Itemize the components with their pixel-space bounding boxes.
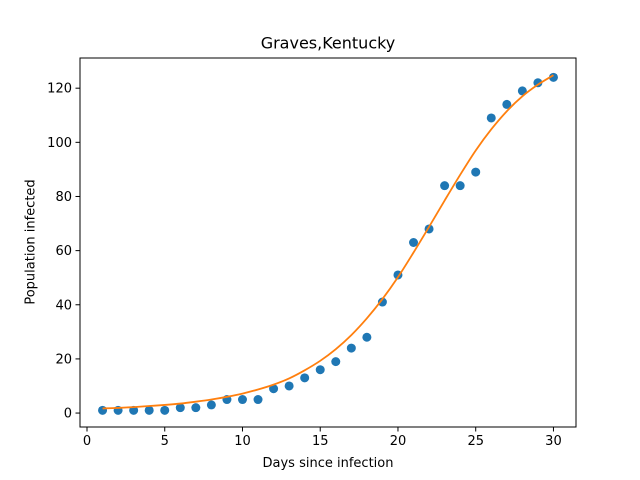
- data-point: [284, 381, 294, 391]
- x-axis-label: Days since infection: [263, 456, 394, 471]
- data-point: [98, 405, 108, 415]
- data-point: [144, 405, 154, 415]
- data-point: [409, 238, 419, 247]
- data-point: [300, 373, 310, 383]
- y-tick-label: 0: [64, 407, 72, 422]
- data-point: [455, 181, 465, 191]
- data-point: [253, 395, 263, 405]
- data-point: [346, 343, 356, 353]
- data-point: [206, 400, 216, 410]
- y-tick-label: 20: [55, 352, 72, 367]
- y-tick-label: 120: [47, 82, 72, 97]
- data-point: [269, 384, 279, 394]
- x-tick-label: 30: [545, 434, 562, 449]
- y-axis-label: Population infected: [24, 179, 39, 304]
- data-point: [486, 113, 496, 123]
- fit-line: [102, 74, 554, 410]
- y-tick-label: 60: [55, 244, 72, 259]
- data-point: [377, 297, 387, 307]
- data-point: [191, 403, 201, 413]
- data-point: [315, 365, 325, 375]
- data-point: [237, 395, 247, 405]
- x-tick-label: 0: [83, 434, 91, 449]
- data-point: [362, 332, 372, 342]
- data-point: [160, 405, 170, 415]
- data-point: [175, 403, 185, 413]
- y-tick-label: 40: [55, 298, 72, 313]
- data-point: [502, 99, 512, 109]
- x-tick-label: 15: [312, 434, 329, 449]
- data-point: [517, 86, 527, 96]
- data-point: [471, 167, 481, 177]
- axes-frame: [79, 57, 577, 428]
- x-tick-label: 5: [161, 434, 169, 449]
- y-tick-label: 100: [47, 136, 72, 151]
- data-point: [548, 72, 558, 82]
- x-tick-label: 25: [467, 434, 484, 449]
- data-point: [533, 78, 543, 88]
- data-point: [331, 357, 341, 367]
- chart-title: Graves,Kentucky: [261, 34, 396, 53]
- y-tick-label: 80: [55, 190, 72, 205]
- data-point: [440, 181, 450, 191]
- plot-area: 0 5 10 15 20 25 30 0 20 40 60 80 100 120: [47, 57, 577, 449]
- x-tick-label: 10: [234, 434, 251, 449]
- x-tick-label: 20: [390, 434, 407, 449]
